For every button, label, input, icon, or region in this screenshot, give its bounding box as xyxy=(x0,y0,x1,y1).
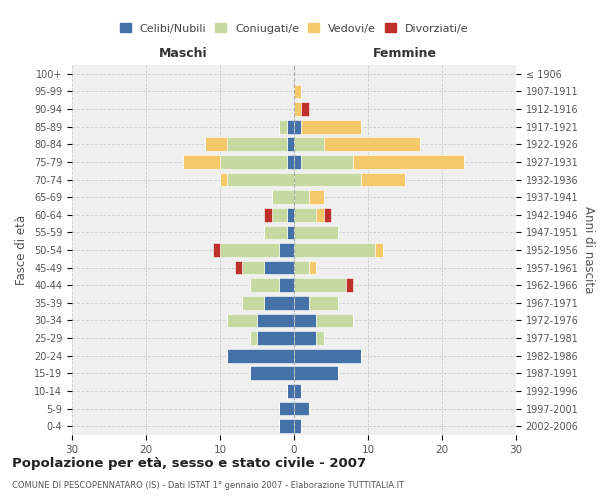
Bar xyxy=(294,402,309,415)
Bar xyxy=(323,208,331,222)
Bar xyxy=(294,102,301,116)
Bar xyxy=(287,208,294,222)
Bar xyxy=(183,155,220,169)
Bar xyxy=(294,296,309,310)
Bar xyxy=(279,120,287,134)
Bar xyxy=(309,296,338,310)
Bar xyxy=(279,420,294,433)
Bar xyxy=(279,243,294,257)
Bar xyxy=(346,278,353,292)
Bar xyxy=(279,278,294,292)
Bar xyxy=(294,260,309,274)
Bar xyxy=(227,314,257,328)
Bar xyxy=(316,331,323,345)
Bar xyxy=(250,366,294,380)
Text: Popolazione per età, sesso e stato civile - 2007: Popolazione per età, sesso e stato civil… xyxy=(12,458,366,470)
Bar xyxy=(265,226,287,239)
Bar xyxy=(287,384,294,398)
Bar xyxy=(294,331,316,345)
Bar xyxy=(272,208,287,222)
Bar xyxy=(287,120,294,134)
Bar xyxy=(294,314,316,328)
Bar xyxy=(250,278,279,292)
Bar xyxy=(227,138,287,151)
Bar xyxy=(294,120,301,134)
Bar xyxy=(294,84,301,98)
Bar xyxy=(242,296,265,310)
Bar xyxy=(235,260,242,274)
Bar xyxy=(265,260,294,274)
Bar xyxy=(265,296,294,310)
Bar xyxy=(250,331,257,345)
Bar xyxy=(227,172,294,186)
Bar xyxy=(294,208,316,222)
Bar xyxy=(316,208,323,222)
Bar xyxy=(361,172,405,186)
Bar xyxy=(301,120,361,134)
Bar xyxy=(301,102,309,116)
Bar xyxy=(294,155,301,169)
Legend: Celibi/Nubili, Coniugati/e, Vedovi/e, Divorziati/e: Celibi/Nubili, Coniugati/e, Vedovi/e, Di… xyxy=(115,19,473,38)
Bar xyxy=(294,349,361,362)
Bar xyxy=(294,190,309,204)
Bar xyxy=(294,384,301,398)
Bar xyxy=(353,155,464,169)
Text: Maschi: Maschi xyxy=(158,46,208,60)
Bar xyxy=(309,190,323,204)
Bar xyxy=(220,172,227,186)
Bar xyxy=(287,226,294,239)
Bar xyxy=(294,366,338,380)
Bar xyxy=(323,138,420,151)
Bar xyxy=(316,314,353,328)
Bar xyxy=(294,138,323,151)
Bar xyxy=(212,243,220,257)
Bar xyxy=(242,260,265,274)
Bar xyxy=(294,172,361,186)
Bar xyxy=(220,155,287,169)
Text: COMUNE DI PESCOPENNATARO (IS) - Dati ISTAT 1° gennaio 2007 - Elaborazione TUTTIT: COMUNE DI PESCOPENNATARO (IS) - Dati IST… xyxy=(12,480,404,490)
Bar xyxy=(272,190,294,204)
Bar xyxy=(294,243,376,257)
Bar xyxy=(205,138,227,151)
Bar xyxy=(279,402,294,415)
Bar xyxy=(287,155,294,169)
Bar xyxy=(257,314,294,328)
Bar xyxy=(294,278,346,292)
Bar xyxy=(301,155,353,169)
Bar xyxy=(294,420,301,433)
Bar xyxy=(220,243,279,257)
Bar xyxy=(257,331,294,345)
Bar xyxy=(265,208,272,222)
Bar xyxy=(376,243,383,257)
Bar xyxy=(287,138,294,151)
Text: Femmine: Femmine xyxy=(373,46,437,60)
Bar xyxy=(309,260,316,274)
Y-axis label: Fasce di età: Fasce di età xyxy=(16,215,28,285)
Y-axis label: Anni di nascita: Anni di nascita xyxy=(582,206,595,294)
Bar xyxy=(227,349,294,362)
Bar xyxy=(294,226,338,239)
